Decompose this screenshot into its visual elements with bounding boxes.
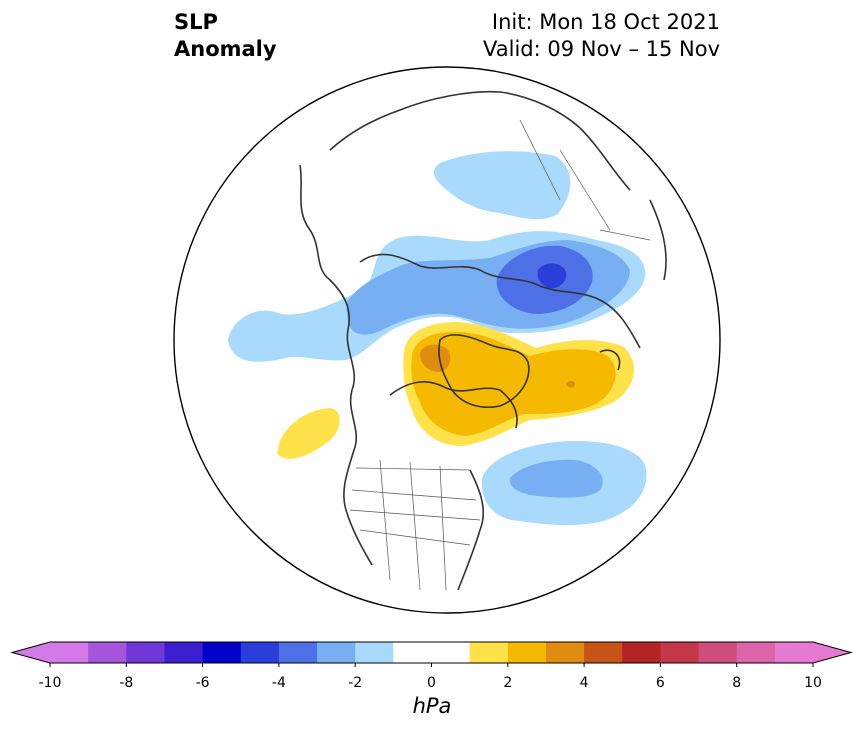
colorbar-tick-label: 8 <box>732 675 742 691</box>
colorbar-cell <box>393 642 471 663</box>
colorbar-cell <box>584 642 623 663</box>
colorbar-cell <box>469 642 509 663</box>
colorbar-tick-label: 0 <box>427 675 436 691</box>
map-title: SLP Anomaly <box>174 9 277 63</box>
colorbar <box>10 641 853 667</box>
polar-map <box>173 66 721 614</box>
colorbar-cells <box>12 642 851 663</box>
colorbar-tick-label: -2 <box>348 675 363 691</box>
map-boundary <box>173 66 721 614</box>
title-line-2: Anomaly <box>174 37 277 61</box>
anomaly-neg-1-north <box>434 151 571 220</box>
colorbar-cell <box>50 642 89 663</box>
colorbar-cell <box>240 642 280 663</box>
anomaly-pos-alaska <box>277 408 340 459</box>
colorbar-tick-label: -8 <box>119 675 134 691</box>
title-line-1: SLP <box>174 10 218 34</box>
colorbar-cell <box>774 642 814 663</box>
colorbar-over-triangle <box>813 642 851 663</box>
colorbar-cell <box>698 642 738 663</box>
map-field <box>174 67 720 613</box>
colorbar-cell <box>317 642 356 663</box>
country-borders <box>349 119 651 591</box>
init-date: Init: Mon 18 Oct 2021 <box>491 10 720 34</box>
colorbar-cell <box>88 642 127 663</box>
colorbar-cell <box>126 642 165 663</box>
colorbar-tick-marks <box>49 663 814 667</box>
colorbar-unit-label: hPa <box>412 694 452 718</box>
colorbar-cell <box>355 642 394 663</box>
anomaly-neg-4-core <box>537 263 567 289</box>
anomaly-pos-3-spot <box>566 381 575 388</box>
anomaly-pos-2-region <box>411 331 616 436</box>
colorbar-cell <box>202 642 242 663</box>
colorbar-cell <box>736 642 776 663</box>
forecast-dates: Init: Mon 18 Oct 2021 Valid: 09 Nov – 15… <box>483 9 720 63</box>
colorbar-cell <box>545 642 585 663</box>
colorbar-cell <box>278 642 318 663</box>
colorbar-tick-label: 2 <box>503 675 513 691</box>
colorbar-cell <box>164 642 204 663</box>
colorbar-cell <box>507 642 547 663</box>
anomaly-pos-3-core <box>420 344 451 372</box>
colorbar-tick-label: -4 <box>271 675 286 691</box>
coastlines <box>299 90 667 591</box>
colorbar-tick-label: 6 <box>655 675 665 691</box>
colorbar-tick-label: 10 <box>804 675 822 691</box>
valid-date: Valid: 09 Nov – 15 Nov <box>483 37 720 61</box>
colorbar-under-triangle <box>12 642 50 663</box>
anomaly-neg-atlantic-core <box>509 459 603 498</box>
colorbar-tick-label: -10 <box>38 675 62 691</box>
colorbar-tick-label: -6 <box>195 675 210 691</box>
colorbar-cell <box>660 642 700 663</box>
colorbar-tick-label: 4 <box>579 675 589 691</box>
colorbar-cell <box>622 642 661 663</box>
